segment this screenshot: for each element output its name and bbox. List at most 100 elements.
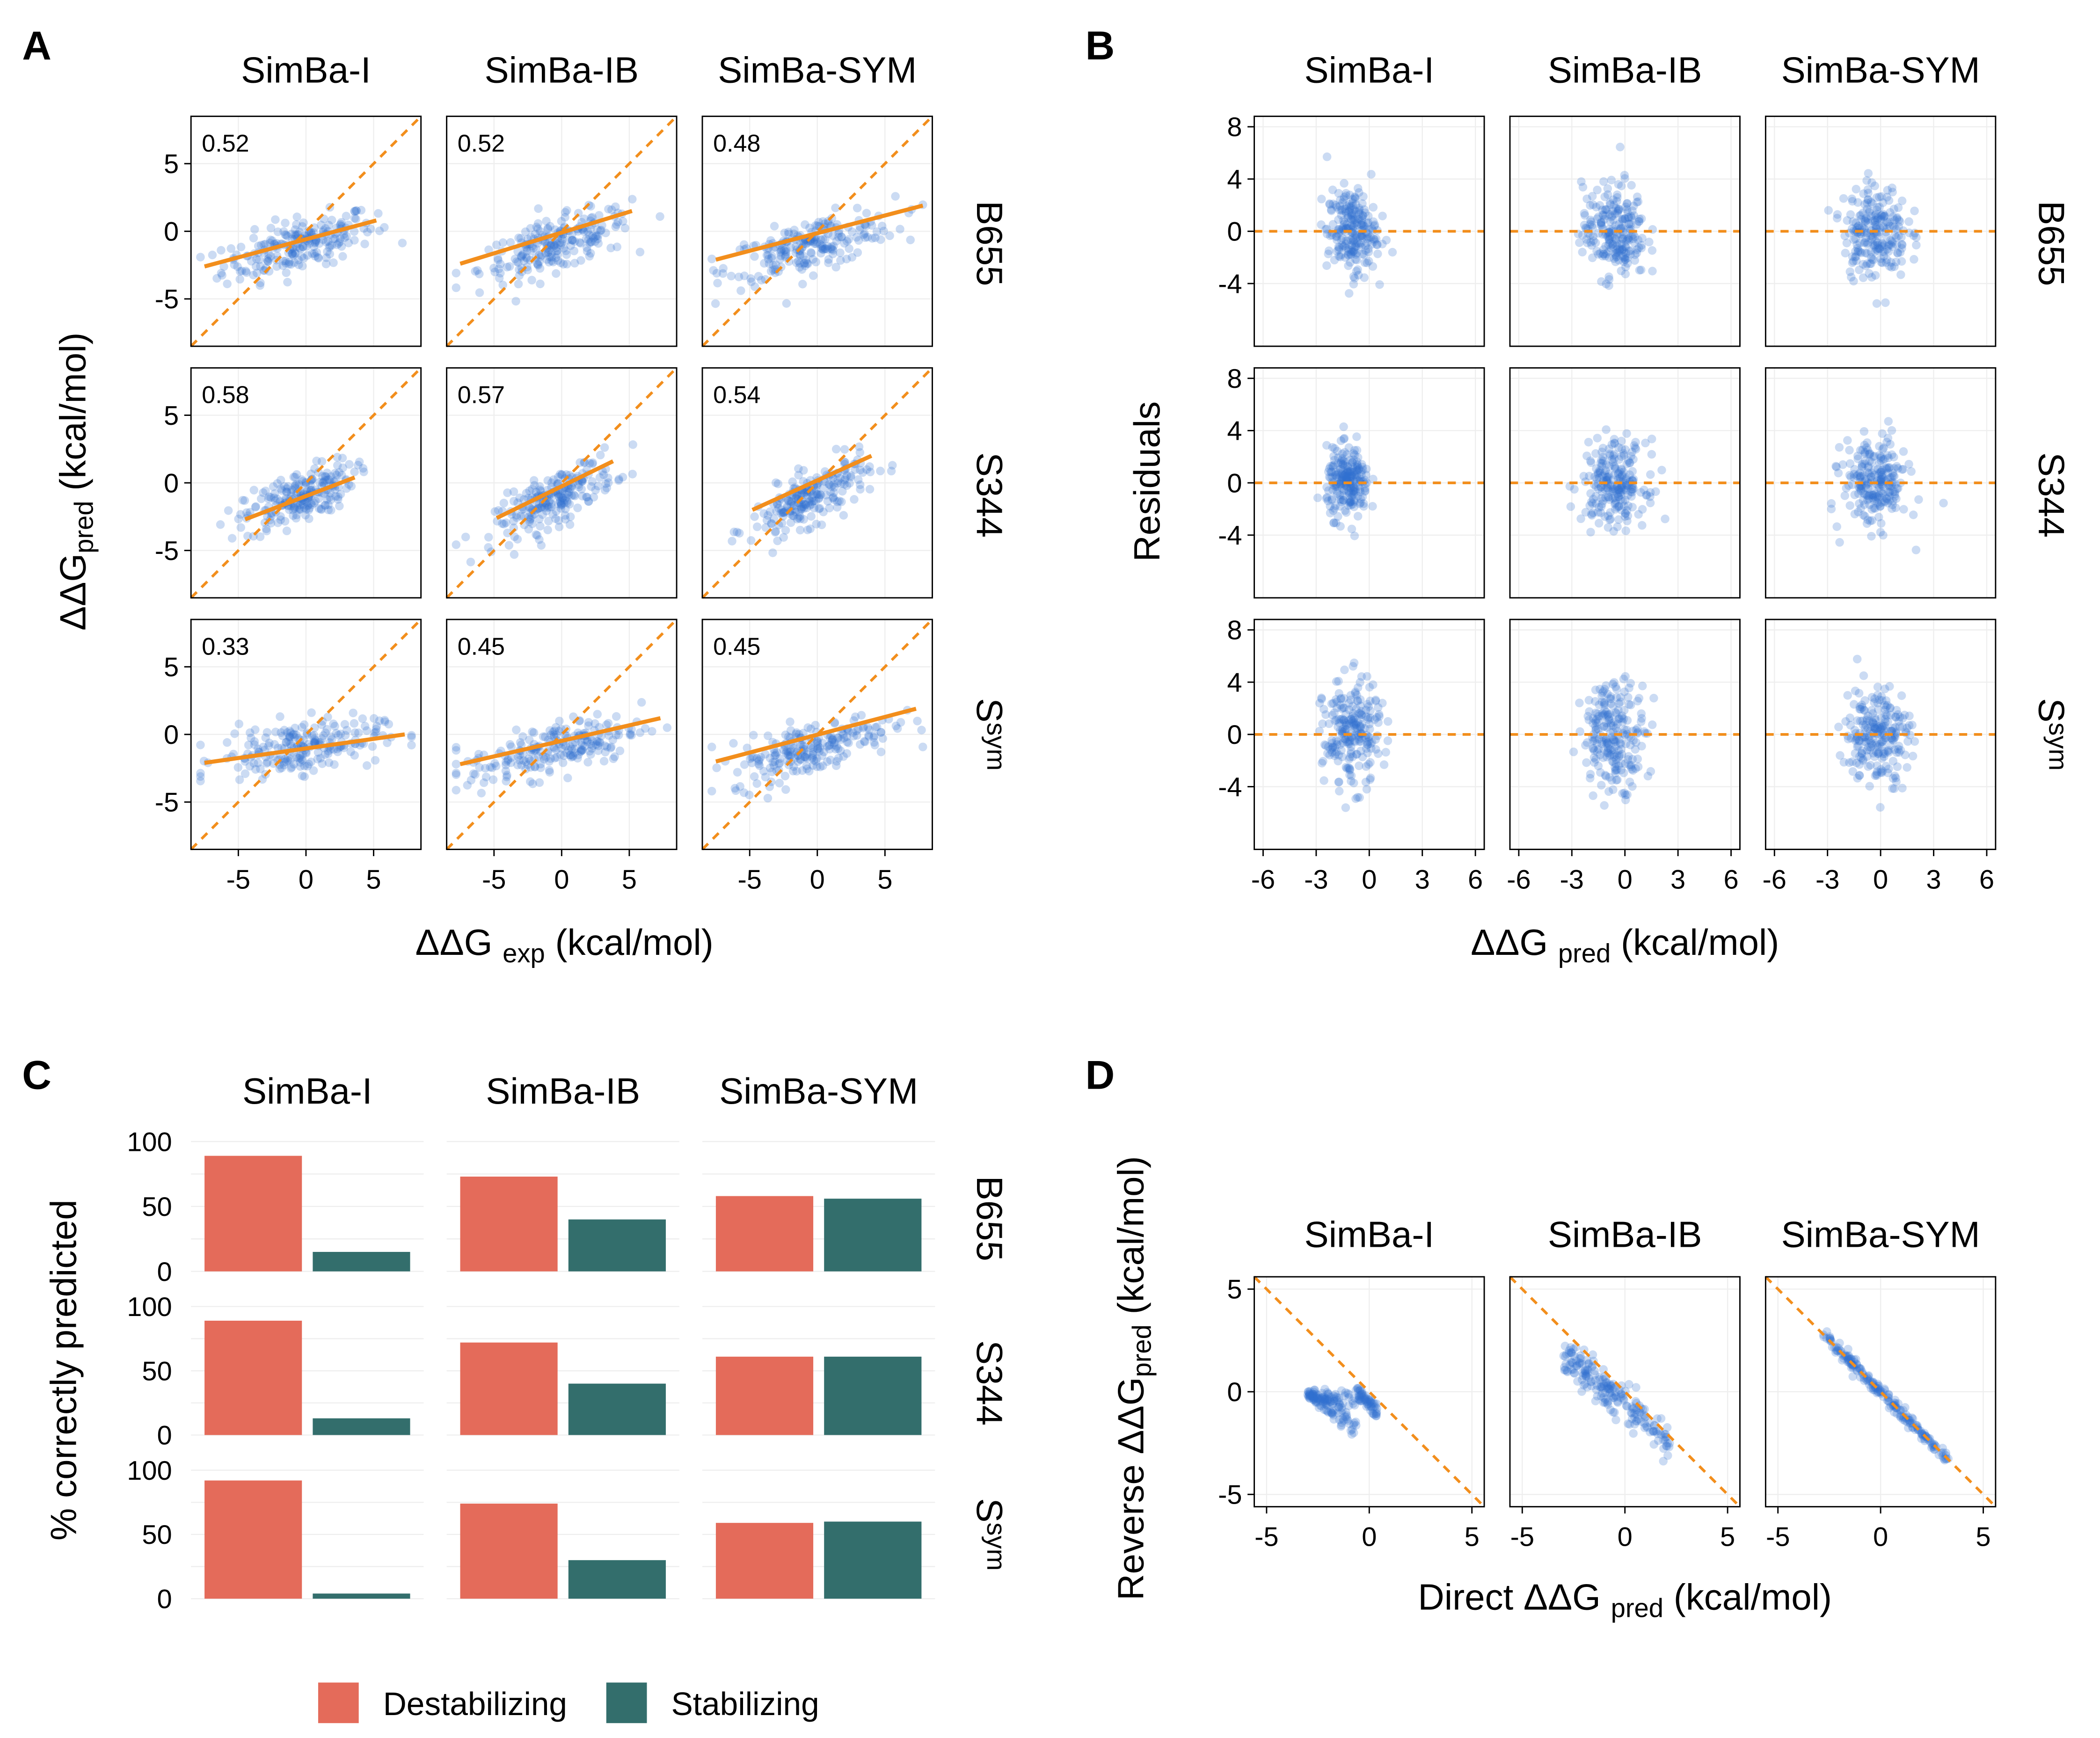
panel-A-0-1-point xyxy=(627,195,637,204)
panel-B-1-2-point xyxy=(1835,538,1844,547)
panel-A-0-2-point xyxy=(853,248,862,257)
panel-A-1-0-point xyxy=(355,457,364,466)
panel-A-0-2-point xyxy=(877,221,887,231)
panel-B-0-2-point xyxy=(1872,299,1881,308)
panel-A-1-1-point xyxy=(533,505,542,514)
panel-A-0-2-point xyxy=(823,245,832,254)
panel-A-1-2-point xyxy=(728,537,736,545)
panel-A-0-1-point xyxy=(579,227,588,236)
panel-A-0-1-point xyxy=(503,262,511,272)
panel-A-0-0-point xyxy=(249,233,258,243)
panel-A-dataset-0: B655 xyxy=(969,201,1010,286)
panel-A-1-1-point xyxy=(567,491,576,500)
panel-A-0-2-point xyxy=(806,248,816,257)
panel-D-1-point xyxy=(1635,1408,1645,1417)
panel-B-0-1-point xyxy=(1583,238,1592,247)
panel-A-1-1-point xyxy=(543,501,552,510)
panel-A-0-0-point xyxy=(295,243,304,253)
panel-A-2-2-point xyxy=(917,726,926,734)
panel-B-1-0-point xyxy=(1352,432,1361,441)
panel-B-2-2-point xyxy=(1859,705,1869,714)
panel-A-1-1-point xyxy=(524,524,533,534)
panel-A-1-1-point xyxy=(554,516,563,525)
panel-A-1-0-point xyxy=(286,487,295,496)
panel-D-1-point xyxy=(1640,1419,1649,1428)
panel-A-0-1-point xyxy=(545,258,554,267)
panel-A-1-1-point xyxy=(554,473,563,481)
panel-A-2-1-point xyxy=(452,743,461,752)
panel-A-1-1-point xyxy=(565,500,574,509)
panel-A-1-2-point xyxy=(808,493,817,502)
panel-A-0-2-point xyxy=(816,240,824,249)
panel-B-2-0-point xyxy=(1319,705,1328,714)
panel-B-0-2-point xyxy=(1892,213,1902,222)
panel-A-0-1-point xyxy=(557,217,566,226)
panel-A-0-1-point xyxy=(585,239,594,247)
panel-A-1-1-point xyxy=(583,493,591,502)
panel-A-0-0-point xyxy=(217,269,226,278)
panel-A-0-1-point xyxy=(495,274,504,283)
panel-A-2-0-point xyxy=(407,731,416,740)
panel-A-0-1-point xyxy=(514,258,523,267)
panel-B-2-2-point xyxy=(1889,724,1898,733)
panel-A-1-1-point xyxy=(614,476,623,485)
panel-A-0-0-point xyxy=(299,218,308,227)
panel-A-0-2-point xyxy=(712,269,722,278)
panel-A-0-0-point xyxy=(294,260,303,269)
panel-A-1-0-point xyxy=(305,503,314,513)
panel-A-0-1-point xyxy=(496,259,505,269)
panel-A-1-2-point xyxy=(795,512,804,521)
panel-A-0-2-point xyxy=(781,247,790,256)
panel-A-1-0-point xyxy=(301,510,310,520)
panel-A-0-2-point xyxy=(780,228,789,238)
panel-A-1-0-point xyxy=(283,484,292,493)
panel-B-2-0-point xyxy=(1355,761,1364,771)
panel-A-2-1-point xyxy=(463,781,472,790)
panel-A-2-0-point xyxy=(282,738,291,747)
panel-A-1-1-point xyxy=(532,530,540,539)
panel-A-1-0-point xyxy=(301,505,311,514)
panel-A-dataset-1: S344 xyxy=(969,452,1010,538)
panel-B-0-1-point xyxy=(1591,238,1600,247)
panel-A-1-2-point xyxy=(796,514,805,524)
panel-C-2-1-bar-stabilizing xyxy=(568,1560,666,1599)
panel-A-1-0-point xyxy=(295,504,304,513)
panel-B-2-1-point xyxy=(1609,785,1618,794)
panel-B-1-2-point xyxy=(1856,446,1865,455)
panel-A-0-0-point xyxy=(342,232,351,241)
panel-A-1-2-point xyxy=(732,528,742,537)
panel-B-1-2-point xyxy=(1909,510,1918,519)
panel-A-0-1-point xyxy=(601,228,610,238)
panel-A-1-2-point xyxy=(806,524,815,533)
panel-A-1-1-point xyxy=(512,511,521,520)
panel-A-1-2-point xyxy=(850,495,859,504)
panel-B-2-1-point xyxy=(1589,791,1597,800)
panel-A-0-0-point xyxy=(310,249,319,258)
panel-A-0-1-point xyxy=(593,234,602,244)
panel-B-2-1-point xyxy=(1611,682,1620,691)
panel-B-0-2-point xyxy=(1849,276,1858,286)
panel-A-1-2-point xyxy=(790,501,799,510)
panel-A-0-0-point xyxy=(339,230,348,239)
panel-A-1-0-point xyxy=(291,480,300,489)
panel-A-0-0-point xyxy=(282,231,291,240)
panel-B-1-1-point xyxy=(1593,434,1602,443)
panel-A-1-0-point xyxy=(299,500,308,509)
panel-B-0-0-point xyxy=(1332,232,1341,241)
panel-A-0-0-point xyxy=(350,207,359,216)
panel-A-1-2-point xyxy=(746,536,756,545)
panel-A-0-1-point xyxy=(526,224,535,233)
panel-A-0-2-point xyxy=(747,277,756,286)
panel-B-2-0-point xyxy=(1341,734,1350,744)
panel-A-0-1-point xyxy=(606,243,615,253)
panel-A-1-2-point xyxy=(803,525,812,534)
panel-A-1-0-point xyxy=(277,484,285,493)
panel-B-2-1-point xyxy=(1611,708,1620,717)
panel-B-0-2-point xyxy=(1856,211,1866,219)
panel-A-1-1-point xyxy=(490,507,500,516)
panel-A-1-1-point xyxy=(600,486,610,494)
panel-A-0-0-point xyxy=(254,241,263,251)
panel-A-0-1-point xyxy=(543,224,553,233)
panel-A-1-2-point xyxy=(759,509,768,518)
